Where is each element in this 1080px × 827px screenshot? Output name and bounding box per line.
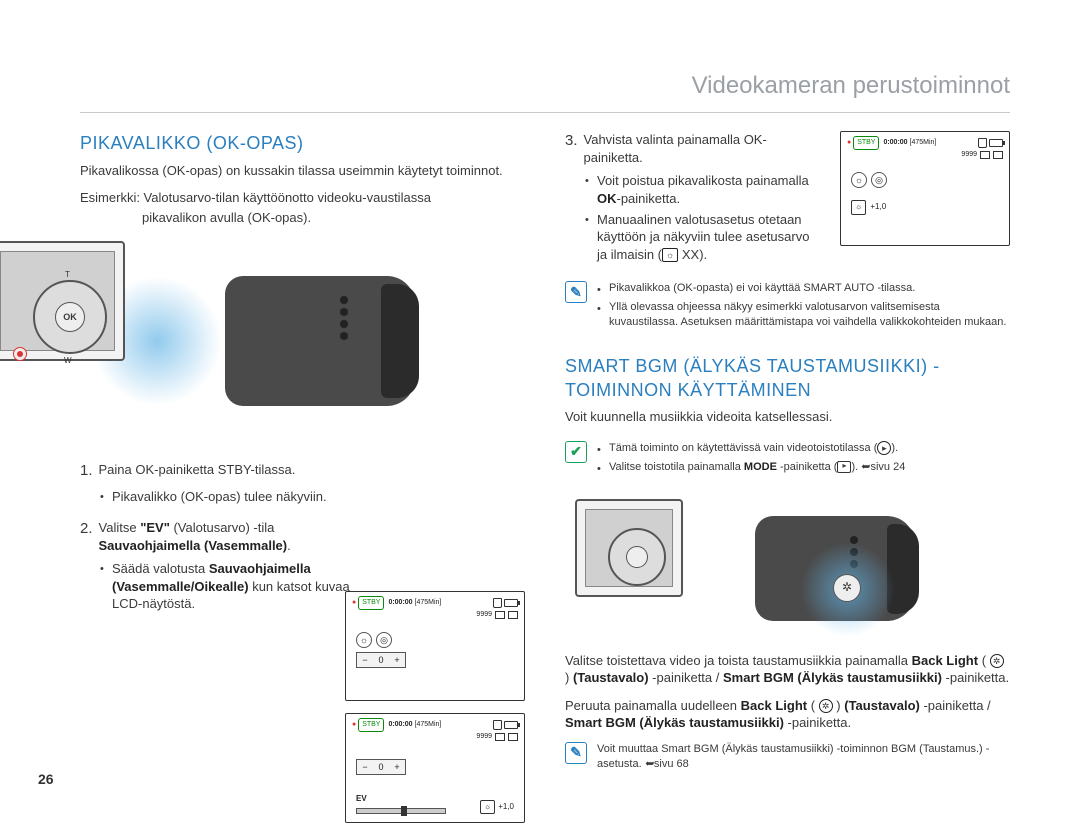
step-3: 3. Vahvista valinta painamalla OK-painik… [565,131,822,166]
camcorder-illustration-ok: OK T W [110,236,490,446]
section-title-smartbgm: SMART BGM (ÄLYKÄS TAUSTAMUSIIKKI) -TOIMI… [565,354,1010,403]
cancel-text: Peruuta painamalla uudelleen Back Light … [565,697,1010,732]
lcd-screenshot-3: ● STBY 0:00:00 [475Min] 9999 ☼◎ ☼+1,0 [840,131,1010,266]
rec-dot-icon: ● [352,599,356,606]
select-play-text: Valitse toistettava video ja toista taus… [565,652,1010,687]
left-column: PIKAVALIKKO (OK-OPAS) Pikavalikossa (OK-… [80,131,525,786]
step-3-bullet-1: • Voit poistua pikavalikosta painamalla … [585,172,822,207]
page-header: Videokameran perustoiminnot [80,70,1010,113]
step-2-bullet-1: • Säädä valotusta Sauvaohjaimella (Vasem… [100,560,350,613]
ev-indicator-icon: ☼ [662,248,678,262]
focus-icon: ◎ [376,632,392,648]
zoom-w-label: W [64,356,72,367]
photo-size-icon [495,611,505,619]
backlight-smartbgm-button-icon: ✲ [833,574,861,602]
check-note-icon: ✔ [565,441,587,463]
step-1-number: 1. [80,461,93,481]
camcorder-illustration-bgm: ✲ [665,494,965,644]
sd-card-icon [493,598,502,608]
step-2-text: Valitse "EV" (Valotusarvo) -tila Sauvaoh… [99,519,350,554]
quickmenu-icons: ☼ ◎ [356,632,392,648]
page-number: 26 [38,770,54,789]
ev-stepper: −0+ [356,652,406,668]
camcorder-body-icon [225,276,415,406]
step-3-number: 3. [565,131,578,151]
ok-button-label: OK [55,302,85,332]
step-2: 2. Valitse "EV" (Valotusarvo) -tila Sauv… [80,519,350,554]
note-block-2: ✔ • Tämä toiminto on käytettävissä vain … [565,441,1010,479]
step-2-number: 2. [80,519,93,539]
step-1-bullet-1: • Pikavalikko (OK-opas) tulee näkyviin. [100,488,350,506]
note-icon: ✎ [565,281,587,303]
lcd-screenshot-2: ● STBY 0:00:00 [475Min] 9999 −0+ EV ☼+1,… [345,713,525,823]
camcorder-flip-screen-icon: OK T W [0,241,125,361]
step-3-bullet-2: • Manuaalinen valotusasetus otetaan käyt… [585,211,822,264]
battery-icon [504,599,518,607]
example-line1: Esimerkki: Valotusarvo-tilan käyttöönott… [80,189,525,207]
video-play-mode-icon: ▸ [877,441,891,455]
zoom-t-label: T [65,270,70,281]
ev-label: EV [356,794,367,805]
ev-stepper-2: −0+ [356,759,406,775]
note-block-1: ✎ •Pikavalikkoa (OK-opasta) ei voi käytt… [565,281,1010,332]
ev-slider-icon [356,808,446,814]
step-1-text: Paina OK-painiketta STBY-tilassa. [99,461,296,479]
example-line2: pikavalikon avulla (OK-opas). [142,209,525,227]
smartbgm-intro: Voit kuunnella musiikkia videoita katsel… [565,408,1010,426]
ev-badge-icon: ☼ [480,800,495,815]
mode-play-icon: ▸ [837,461,851,473]
note-icon-2: ✎ [565,742,587,764]
step-1: 1. Paina OK-painiketta STBY-tilassa. [80,461,350,481]
camcorder-flip-small-icon [575,499,683,597]
lcd-screenshot-1: ● STBY 0:00:00 [475Min] 9999 ☼ ◎ −0+ [345,591,525,701]
backlight-icon: ✲ [990,654,1004,668]
right-column: 3. Vahvista valinta painamalla OK-painik… [565,131,1010,786]
intro-text: Pikavalikossa (OK-opas) on kussakin tila… [80,162,525,180]
section-title-pikavalikko: PIKAVALIKKO (OK-OPAS) [80,131,525,155]
record-button-icon [13,347,27,361]
ok-wheel-icon: OK [33,280,107,354]
note-block-3: ✎ Voit muuttaa Smart BGM (Älykäs taustam… [565,742,1010,772]
step-3-text: Vahvista valinta painamalla OK-painikett… [584,131,822,166]
ev-icon: ☼ [356,632,372,648]
backlight-icon-2: ✲ [819,699,833,713]
